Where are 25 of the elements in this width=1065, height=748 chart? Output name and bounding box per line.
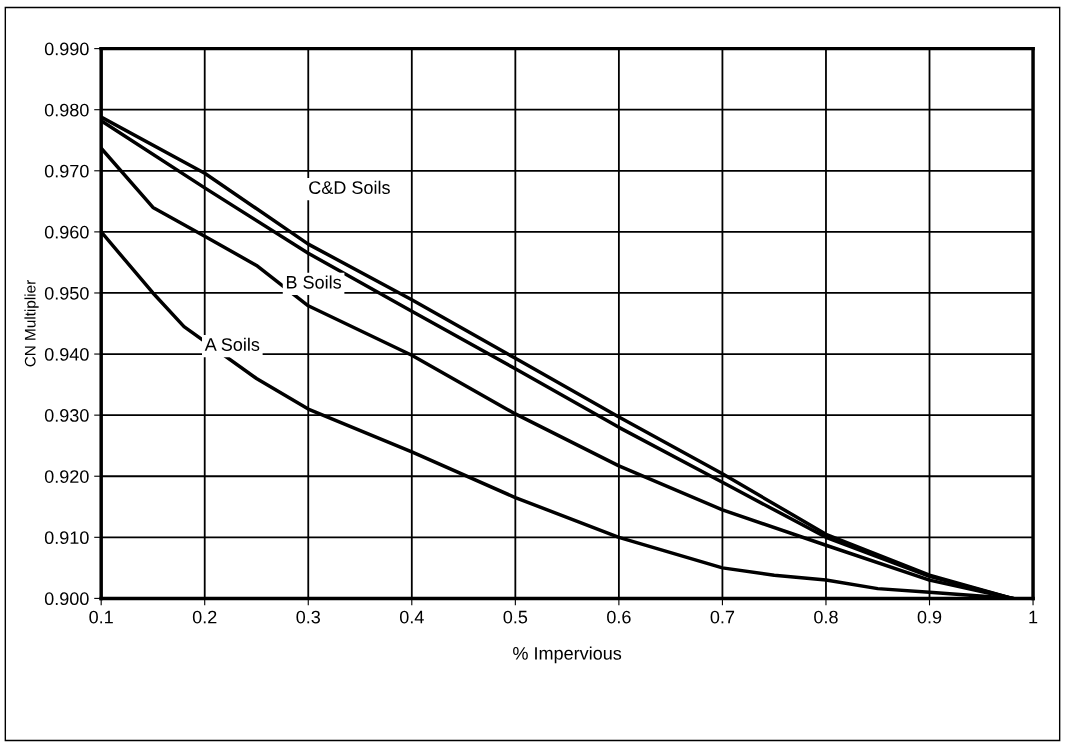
series-label: A Soils (204, 337, 260, 351)
x-tick-label: 0.4 (399, 610, 424, 624)
x-tick-label: 0.9 (917, 610, 942, 624)
x-tick-label: 0.7 (710, 610, 735, 624)
y-axis-title: CN Multiplier (24, 280, 39, 367)
y-tick-label: 0.930 (44, 409, 89, 422)
y-tick-label: 0.950 (44, 286, 89, 300)
y-tick-label: 0.990 (44, 42, 89, 56)
text: C&D Soils (309, 180, 390, 194)
series-label: B Soils (286, 275, 342, 289)
x-tick-label: 0.1 (89, 610, 113, 624)
x-tick-label: 1 (1029, 610, 1038, 624)
x-tick-label: 0.3 (296, 610, 321, 624)
y-tick-label: 0.980 (44, 103, 89, 117)
x-tick-label: 0.6 (607, 610, 631, 624)
y-tick-label: 0.910 (44, 531, 89, 545)
y-tick-label: 0.940 (44, 347, 89, 361)
y-tick-label: 0.900 (44, 592, 89, 606)
y-tick-label: 0.960 (44, 225, 89, 239)
x-tick-label: 0.5 (503, 610, 528, 624)
x-axis-title: % Impervious (513, 646, 622, 664)
y-tick-label: 0.970 (44, 164, 89, 178)
x-tick-label: 0.2 (192, 610, 217, 624)
x-tick-label: 0.8 (814, 610, 838, 624)
y-tick-label: 0.920 (44, 470, 89, 483)
